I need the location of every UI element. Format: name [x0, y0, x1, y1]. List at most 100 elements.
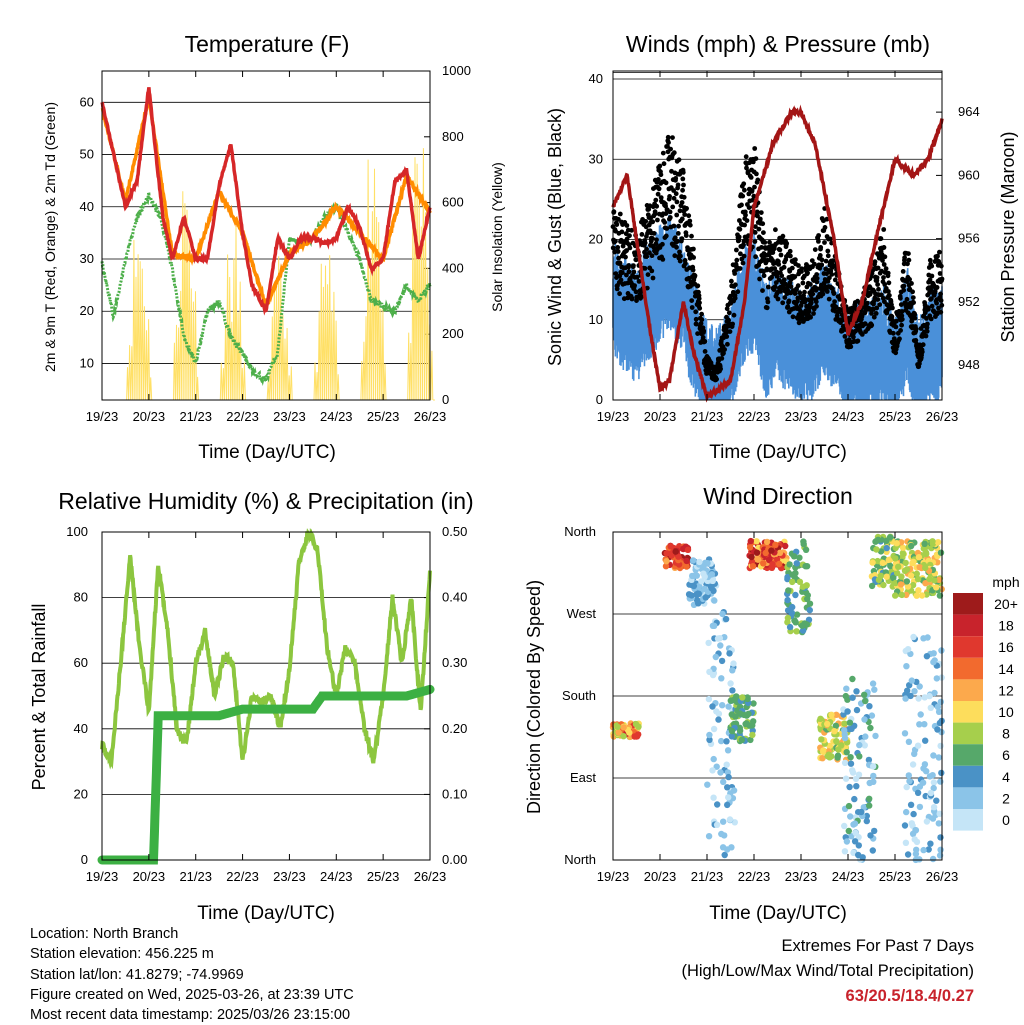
direction-point [662, 563, 670, 570]
direction-point [817, 715, 824, 722]
gust-point [883, 266, 889, 271]
direction-point [745, 710, 752, 717]
legend-label: 8 [1002, 726, 1010, 742]
legend-label: 18 [998, 618, 1014, 634]
gust-point [929, 296, 934, 302]
gust-point [855, 338, 861, 344]
direction-point [860, 804, 867, 811]
y-tick-label: 30 [80, 251, 94, 266]
direction-point [937, 778, 944, 785]
gust-point [686, 213, 692, 219]
gust-point [617, 273, 623, 279]
y-tick-label: 10 [80, 355, 94, 370]
direction-point [841, 848, 849, 855]
gust-point [848, 344, 854, 350]
direction-point [904, 583, 912, 590]
direction-point [711, 597, 718, 604]
direction-point [680, 545, 687, 553]
direction-point [772, 541, 779, 548]
gust-point [923, 333, 929, 339]
direction-point [911, 836, 918, 843]
gust-point [912, 315, 918, 321]
gust-point [762, 240, 768, 245]
y-tick-label: 0 [596, 392, 603, 407]
gust-point [764, 266, 770, 272]
gust-point [873, 311, 879, 316]
direction-point [911, 688, 918, 695]
gust-point [670, 135, 675, 141]
direction-point [729, 687, 736, 694]
gust-point [787, 268, 793, 274]
direction-point [730, 787, 738, 794]
gust-point [748, 175, 754, 180]
y2-tick-label: 0.10 [442, 786, 467, 801]
y2-tick-label: 400 [442, 260, 464, 275]
direction-point [788, 609, 796, 617]
gust-point [812, 247, 818, 253]
gust-point [618, 277, 624, 283]
gust-point [928, 316, 934, 322]
y2-tick-label: 0.40 [442, 590, 467, 605]
gust-point [765, 284, 771, 290]
direction-point [776, 549, 784, 556]
direction-point [747, 537, 754, 545]
direction-point [853, 688, 860, 695]
direction-point [704, 781, 711, 788]
x-tick-label: 25/23 [367, 409, 400, 424]
direction-point [930, 752, 937, 759]
gust-point [919, 349, 925, 355]
gust-point [792, 274, 798, 279]
location-text: Location: North Branch [30, 926, 179, 942]
direction-point [902, 559, 909, 567]
gust-point [740, 193, 746, 199]
direction-point [930, 650, 937, 657]
gust-point [822, 225, 828, 230]
direction-point [900, 550, 907, 558]
gust-point [869, 311, 874, 316]
gust-point [663, 203, 668, 209]
legend-swatch [953, 744, 983, 766]
gust-point [926, 306, 931, 312]
direction-point [937, 549, 945, 556]
direction-point [702, 594, 709, 601]
direction-point [753, 538, 760, 545]
x-tick-label: 26/23 [414, 869, 447, 884]
gust-point [814, 303, 819, 309]
x-tick-label: 24/23 [832, 869, 865, 884]
gust-point [732, 295, 738, 301]
direction-point [869, 680, 877, 687]
gust-point [928, 288, 934, 293]
gust-point [687, 222, 693, 228]
gust-point [653, 197, 659, 203]
direction-point [917, 711, 924, 718]
gust-point [924, 325, 930, 330]
x-tick-label: 19/23 [597, 869, 630, 884]
gust-point [765, 257, 770, 263]
gust-point [642, 266, 648, 271]
direction-point [769, 561, 776, 568]
direction-point [851, 820, 859, 827]
gust-point [881, 245, 887, 250]
gust-point [752, 146, 758, 151]
gust-point [877, 302, 883, 307]
gust-point [817, 253, 823, 258]
direction-point [846, 719, 854, 726]
direction-point [675, 553, 682, 560]
direction-point [626, 729, 633, 736]
gust-point [678, 253, 683, 259]
direction-point [760, 560, 767, 567]
gust-point [775, 296, 781, 302]
x-tick-label: 24/23 [320, 869, 353, 884]
gust-point [674, 199, 680, 205]
gust-point [778, 289, 783, 294]
gust-point [741, 181, 747, 187]
direction-point [738, 736, 745, 744]
direction-point [634, 733, 641, 740]
direction-point [614, 723, 621, 730]
gust-point [624, 223, 630, 228]
direction-point [914, 575, 922, 583]
gust-point [752, 184, 757, 190]
gust-point [742, 222, 747, 228]
direction-point [871, 827, 878, 835]
gust-point [753, 254, 758, 260]
